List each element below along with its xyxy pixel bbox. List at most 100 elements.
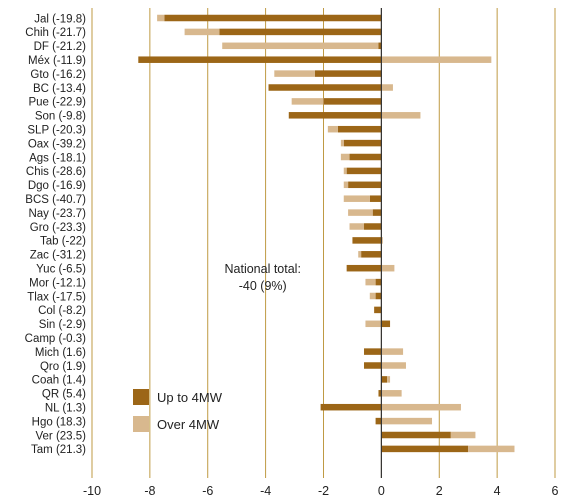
bar xyxy=(381,445,469,453)
x-tick-label: 0 xyxy=(378,484,385,498)
bar xyxy=(346,167,382,175)
category-label: SLP (-20.3) xyxy=(27,125,86,137)
bar xyxy=(372,209,382,216)
category-label: Mich (1.6) xyxy=(35,347,86,359)
bar xyxy=(381,417,433,425)
x-tick-label: 2 xyxy=(436,484,443,498)
bar xyxy=(361,251,382,258)
bar xyxy=(381,56,492,63)
bar xyxy=(348,209,373,216)
bar xyxy=(381,237,383,244)
category-label: Ags (-18.1) xyxy=(29,152,86,164)
bar xyxy=(219,28,382,36)
annotation-line-2: -40 (9%) xyxy=(239,279,287,293)
bar xyxy=(381,320,391,328)
bar xyxy=(358,251,362,258)
bar xyxy=(369,195,382,202)
category-label: Ver (23.5) xyxy=(36,430,87,442)
bar xyxy=(364,362,382,369)
bar xyxy=(314,70,382,77)
bar xyxy=(349,153,382,161)
bar xyxy=(164,14,382,22)
category-label: DF (-21.2) xyxy=(34,41,87,53)
legend-swatch-over-4mw xyxy=(133,416,149,432)
category-label: BC (-13.4) xyxy=(33,83,86,95)
category-label: Pue (-22.9) xyxy=(28,97,86,109)
category-label: Tlax (-17.5) xyxy=(27,291,86,303)
bar xyxy=(320,403,382,411)
annotation-line-1: National total: xyxy=(225,262,301,276)
bar xyxy=(381,362,406,369)
bar xyxy=(157,14,165,22)
bar xyxy=(365,278,376,286)
category-label: Oax (-39.2) xyxy=(28,138,86,150)
bar xyxy=(343,181,349,189)
legend-label-up-to-4mw: Up to 4MW xyxy=(157,390,223,405)
category-label: Nay (-23.7) xyxy=(28,208,86,220)
category-label: BCS (-40.7) xyxy=(25,194,86,206)
category-label: Coah (1.4) xyxy=(32,375,87,387)
category-label: Tam (21.3) xyxy=(31,444,86,456)
category-label: Hgo (18.3) xyxy=(32,416,87,428)
bar xyxy=(349,223,365,230)
x-tick-label: -4 xyxy=(260,484,271,498)
category-label: Mor (-12.1) xyxy=(29,277,86,289)
bar xyxy=(268,84,382,91)
bar xyxy=(378,390,382,397)
category-label: Méx (-11.9) xyxy=(28,55,86,67)
category-label: QR (5.4) xyxy=(42,389,86,401)
category-labels: Jal (-19.8) Chih (-21.7) DF (-21.2) Méx (-1… xyxy=(25,13,87,456)
category-label: Yuc (-6.5) xyxy=(36,264,86,276)
bar xyxy=(340,139,344,147)
x-tick-label: 6 xyxy=(552,484,559,498)
legend-label-over-4mw: Over 4MW xyxy=(157,417,220,432)
x-tick-label: -6 xyxy=(202,484,213,498)
bar xyxy=(381,112,421,119)
category-label: Tab (-22) xyxy=(40,236,86,248)
bar xyxy=(352,237,382,244)
bar xyxy=(343,195,370,202)
bar xyxy=(340,153,350,161)
bar xyxy=(138,56,382,63)
bar xyxy=(274,70,315,77)
x-tick-label: -10 xyxy=(83,484,101,498)
bar xyxy=(184,28,220,36)
bar xyxy=(375,417,382,425)
category-label: Zac (-31.2) xyxy=(30,250,86,262)
category-label: Chis (-28.6) xyxy=(26,166,86,178)
category-label: Gro (-23.3) xyxy=(30,222,86,234)
category-label: Qro (1.9) xyxy=(40,361,86,373)
bar xyxy=(346,264,382,272)
bar xyxy=(381,431,451,439)
category-label: Col (-8.2) xyxy=(38,305,86,317)
national-total-annotation: National total: -40 (9%) xyxy=(225,262,301,293)
bar xyxy=(381,390,402,397)
bar xyxy=(337,125,382,133)
x-tick-label: 4 xyxy=(494,484,501,498)
category-label: Sin (-2.9) xyxy=(39,319,86,331)
category-label: Son (-9.8) xyxy=(35,111,86,123)
bar xyxy=(381,348,404,355)
bar xyxy=(288,112,382,119)
category-label: Chih (-21.7) xyxy=(25,27,86,39)
bar xyxy=(364,223,382,230)
x-tick-label: -8 xyxy=(144,484,155,498)
bar xyxy=(468,445,515,453)
bar xyxy=(387,376,391,383)
bar xyxy=(450,431,476,439)
bar xyxy=(381,84,393,91)
bar xyxy=(222,42,379,50)
category-label: Gto (-16.2) xyxy=(30,69,86,81)
bar xyxy=(323,98,382,105)
category-label: NL (1.3) xyxy=(45,403,86,415)
x-tick-label: -2 xyxy=(318,484,329,498)
bar xyxy=(364,348,382,355)
bar xyxy=(327,125,338,133)
bar xyxy=(343,139,382,147)
x-tick-labels: -10 -8 -6 -4 -2 0 2 4 6 xyxy=(83,484,559,498)
bar xyxy=(374,306,382,314)
category-label: Dgo (-16.9) xyxy=(28,180,86,192)
bar xyxy=(291,98,324,105)
bar xyxy=(343,167,347,175)
